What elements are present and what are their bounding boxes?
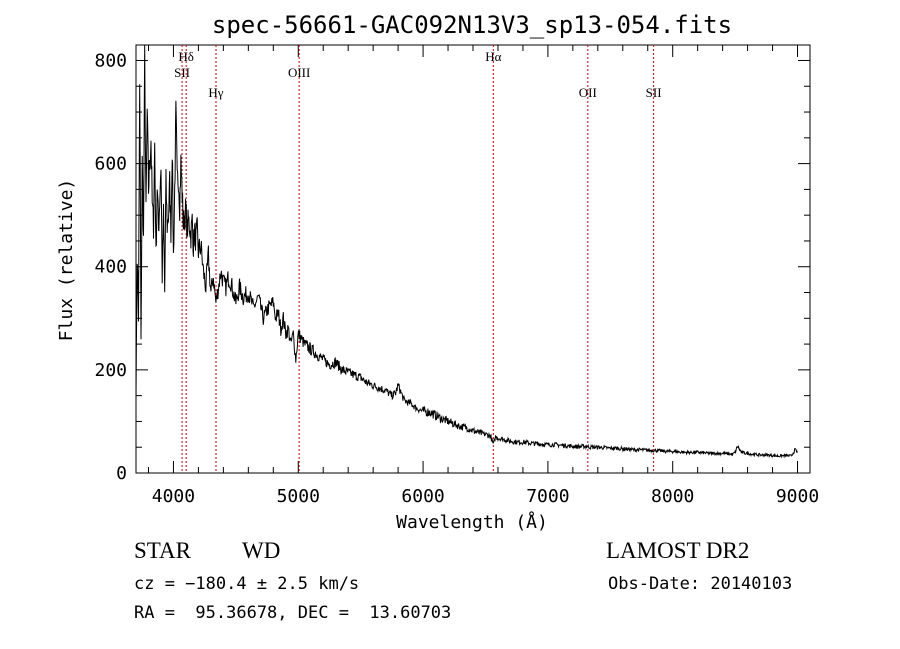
spectral-line-label: SII: [646, 85, 662, 100]
chart-title: spec-56661-GAC092N13V3_sp13-054.fits: [212, 11, 732, 39]
x-tick-label: 4000: [152, 486, 195, 507]
y-tick-label: 400: [94, 257, 127, 278]
object-subclass: WD: [242, 538, 281, 563]
y-tick-label: 800: [94, 50, 127, 71]
coordinates-readout: RA = 95.36678, DEC = 13.60703: [134, 603, 452, 623]
spectral-line-label: OIII: [288, 65, 310, 80]
x-tick-label: 6000: [401, 486, 444, 507]
object-class: STAR: [134, 538, 191, 563]
axis-ticks: 4000 5000 6000 7000 8000 9000 0 200 400 600 800: [94, 45, 819, 507]
x-axis-label: Wavelength (Å): [396, 511, 548, 533]
spectral-line-label: Hα: [485, 49, 501, 64]
spectral-line-label: Hδ: [178, 49, 194, 64]
redshift-readout: cz = −180.4 ± 2.5 km/s: [134, 574, 360, 594]
spectral-line-label: OII: [579, 85, 597, 100]
x-tick-label: 7000: [526, 486, 569, 507]
spectrum-line: [135, 45, 798, 459]
spectral-line-label: Hγ: [208, 85, 223, 100]
y-tick-label: 600: [94, 154, 127, 175]
y-axis-label: Flux (relative): [56, 179, 77, 342]
x-tick-label: 9000: [776, 486, 819, 507]
x-tick-label: 5000: [277, 486, 320, 507]
x-tick-label: 8000: [651, 486, 694, 507]
observation-date: Obs-Date: 20140103: [608, 574, 793, 594]
spectral-line-label: SII: [174, 65, 190, 80]
y-tick-label: 200: [94, 360, 127, 381]
y-tick-label: 0: [116, 463, 127, 484]
plot-frame: [135, 44, 811, 474]
survey-name: LAMOST DR2: [606, 538, 750, 563]
